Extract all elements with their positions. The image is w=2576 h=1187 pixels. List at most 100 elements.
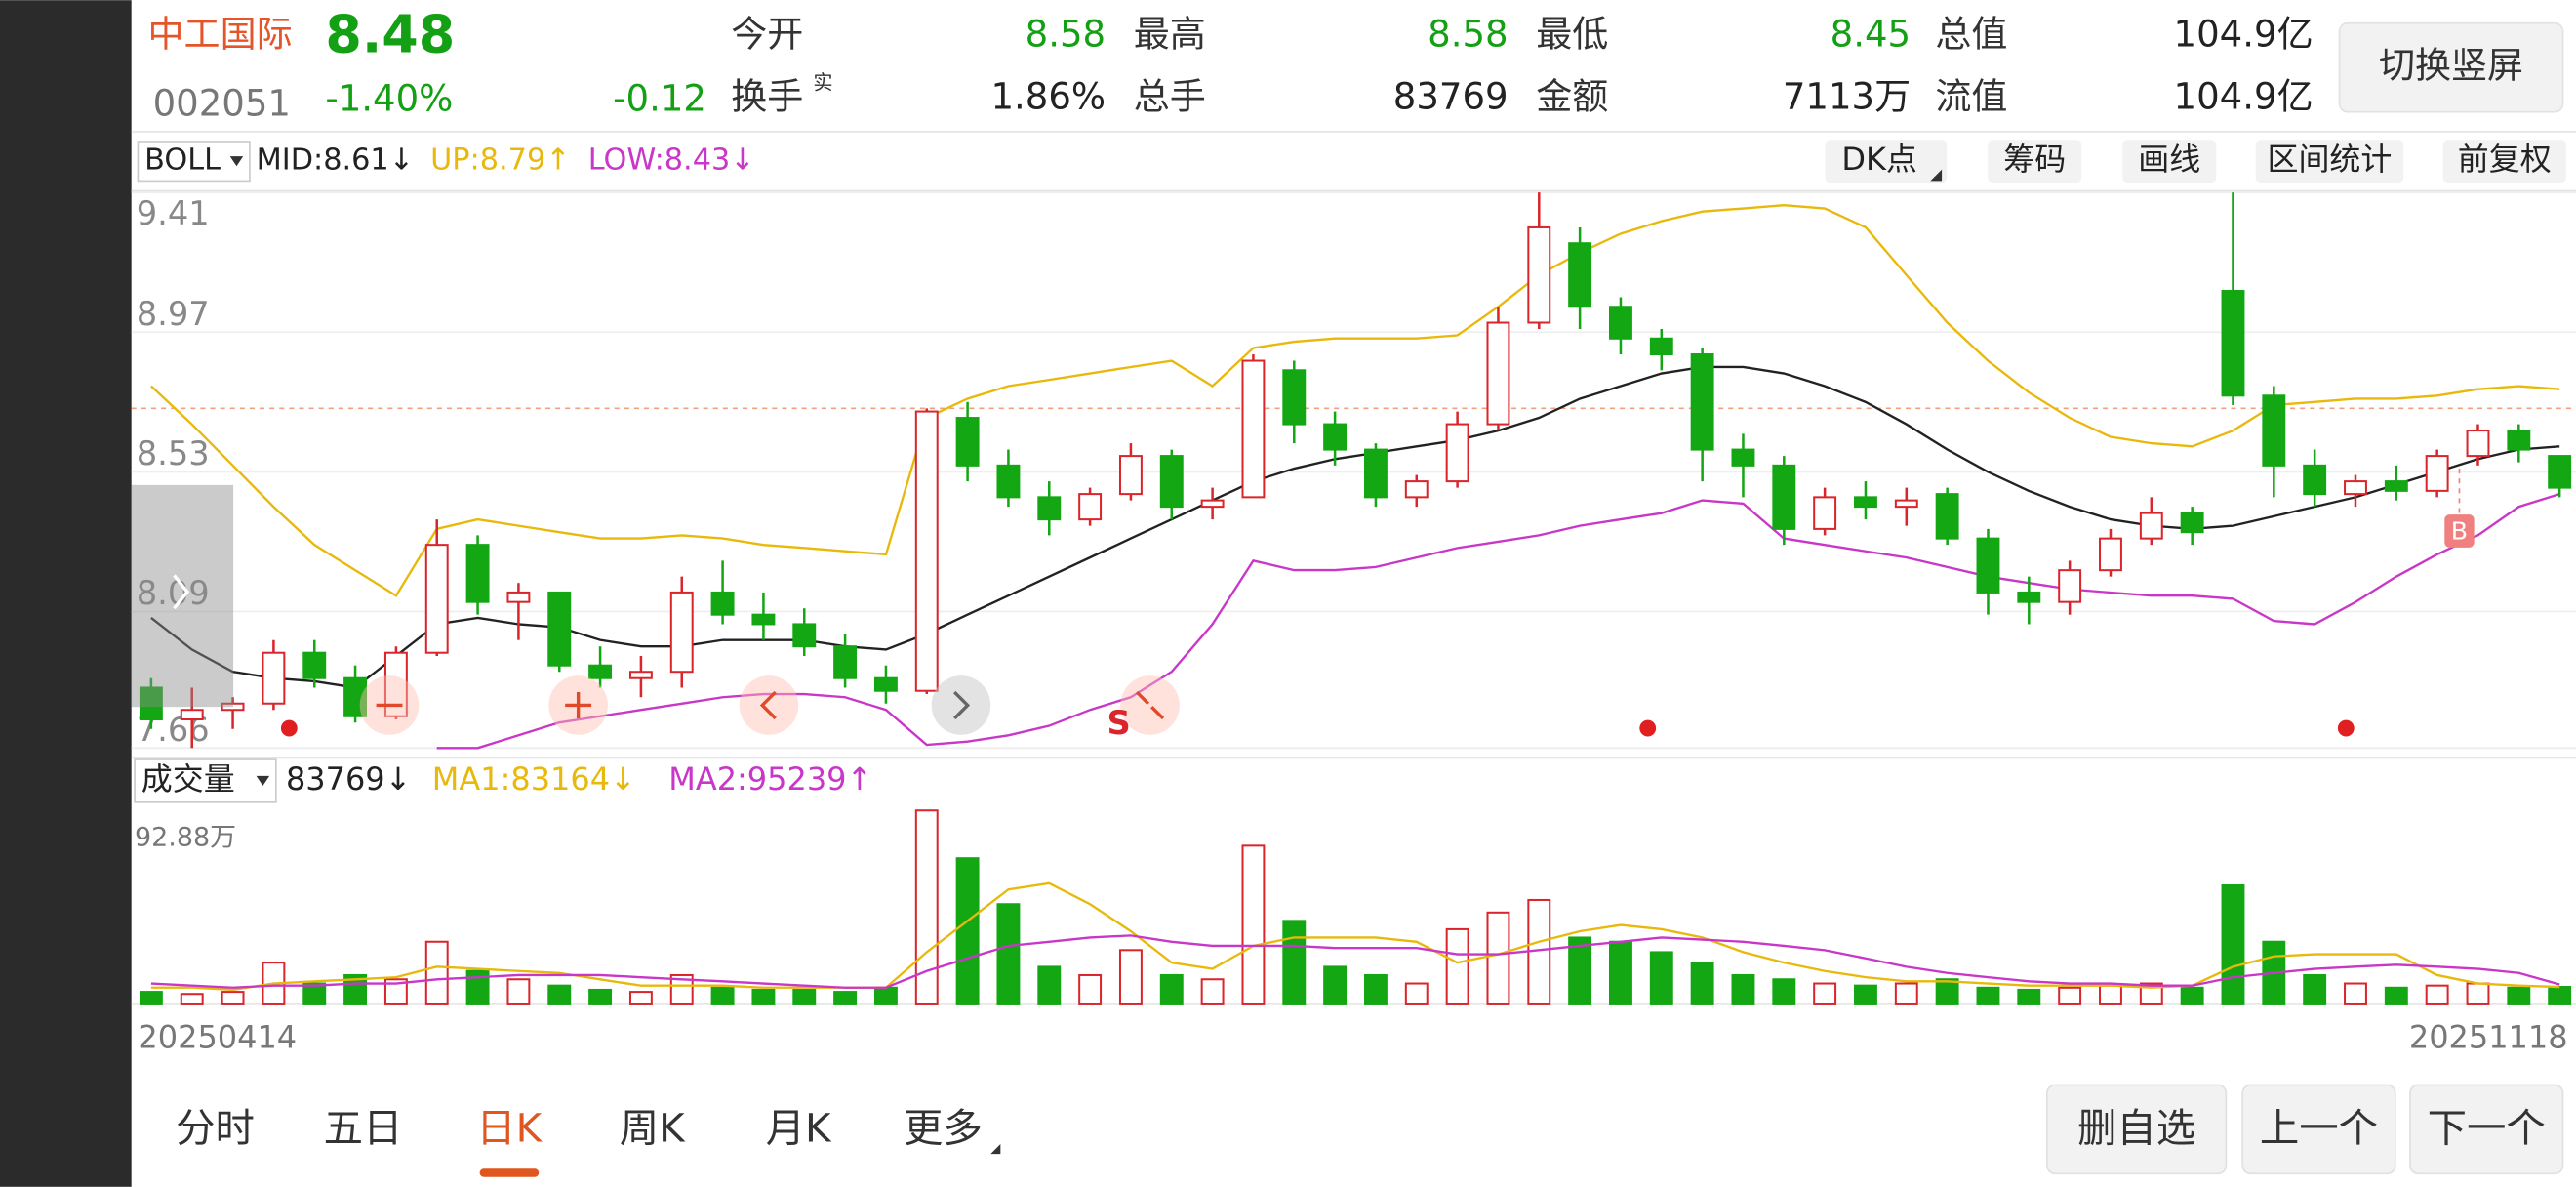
candle-body xyxy=(588,664,613,679)
shrink-button[interactable] xyxy=(1120,675,1180,735)
rotate-button[interactable] xyxy=(2338,21,2564,113)
volume-current: 83769↓ xyxy=(286,760,411,798)
volume-bar xyxy=(751,988,776,1005)
right-icon xyxy=(953,690,971,720)
handle-arrow xyxy=(173,574,190,610)
candle-body xyxy=(914,410,939,692)
stat-value: 104.9亿 xyxy=(2174,76,2314,118)
change-pct: -1.40% xyxy=(325,77,453,119)
volume-bar xyxy=(2139,982,2163,1005)
volume-bar xyxy=(1323,965,1348,1005)
volume-bar xyxy=(2344,982,2367,1005)
volume-bar xyxy=(710,986,735,1005)
candle-body xyxy=(1976,537,2000,594)
tool-button[interactable] xyxy=(1988,140,2082,184)
candle-body xyxy=(1568,242,1592,308)
event-dot[interactable] xyxy=(2337,719,2355,737)
volume-bar xyxy=(1445,927,1469,1005)
volume-bar xyxy=(1363,973,1388,1005)
shrink-icon xyxy=(1135,690,1165,720)
candle-body xyxy=(1118,455,1143,496)
candle-body xyxy=(221,702,245,712)
stat-label: 最高 xyxy=(1134,14,1206,56)
active-underline xyxy=(479,1168,540,1177)
period-tab[interactable]: 更多 xyxy=(904,1105,983,1152)
volume-bar xyxy=(383,978,408,1005)
action-button[interactable] xyxy=(2046,1084,2228,1175)
end-date: 20251118 xyxy=(2409,1018,2568,1055)
period-tab[interactable]: 分时 xyxy=(176,1105,255,1152)
boll-up: UP:8.79↑ xyxy=(430,143,571,178)
period-tab[interactable]: 日K xyxy=(476,1105,543,1152)
volume-bar xyxy=(2425,984,2449,1005)
period-tab[interactable]: 月K xyxy=(766,1105,832,1152)
stat-label: 总手 xyxy=(1134,76,1206,118)
volume-bar xyxy=(1200,978,1225,1005)
start-date: 20250414 xyxy=(138,1018,297,1055)
candle-body xyxy=(1037,496,1062,521)
candle-body xyxy=(833,645,858,679)
volume-bar xyxy=(1731,973,1755,1005)
stat-label: 总值 xyxy=(1935,14,2007,56)
volume-bar xyxy=(2221,883,2245,1005)
tool-button[interactable] xyxy=(2442,140,2566,184)
corner-icon xyxy=(1930,169,1943,182)
volume-bar xyxy=(1404,982,1429,1005)
scroll-left-button[interactable] xyxy=(739,675,799,735)
stat-label: 最低 xyxy=(1536,14,1608,56)
candle-body xyxy=(628,671,653,679)
period-tab[interactable]: 周K xyxy=(620,1105,686,1152)
volume-ma2-line xyxy=(150,934,2560,989)
action-button[interactable] xyxy=(2241,1084,2396,1175)
candle-body xyxy=(1935,493,1959,540)
indicator-select[interactable] xyxy=(137,141,251,183)
volume-bar xyxy=(1813,982,1837,1005)
buy-marker-box xyxy=(2444,514,2475,548)
event-dot[interactable] xyxy=(280,719,298,737)
change: -0.12 xyxy=(613,77,706,119)
stat-label: 流值 xyxy=(1935,76,2007,118)
candle-body xyxy=(2139,512,2163,540)
candle-body xyxy=(343,676,368,717)
volume-chart: 92.88万 xyxy=(135,809,2572,1005)
volume-bar xyxy=(2058,986,2082,1005)
action-button-label: 删自选 xyxy=(2077,1105,2195,1152)
volume-bar xyxy=(465,969,490,1005)
boll-mid: MID:8.61↓ xyxy=(257,143,414,178)
volume-bar xyxy=(1118,949,1143,1005)
volume-bar xyxy=(2303,973,2327,1005)
stat-label-sup: 实 xyxy=(813,71,832,95)
volume-select[interactable] xyxy=(134,758,277,803)
action-button[interactable] xyxy=(2409,1084,2564,1175)
tool-button-label: DK点 xyxy=(1841,141,1917,178)
tool-button[interactable] xyxy=(1825,140,1948,184)
volume-bar xyxy=(2548,985,2572,1005)
sell-marker: S xyxy=(1107,704,1130,742)
stat-value: 104.9亿 xyxy=(2174,14,2314,56)
scroll-right-button[interactable] xyxy=(931,675,991,735)
candle-body xyxy=(2058,569,2082,603)
candle-body xyxy=(1772,464,1796,530)
volume-bar xyxy=(873,986,898,1005)
volume-ma2: MA2:95239↑ xyxy=(668,760,872,798)
volume-bar xyxy=(302,982,327,1005)
candle-body xyxy=(1241,359,1266,499)
candle-body xyxy=(2344,480,2367,496)
price-chart: 9.418.978.538.097.66 xyxy=(131,191,2576,750)
volume-bar xyxy=(1037,965,1062,1005)
volume-bar xyxy=(2180,986,2204,1005)
candle-body xyxy=(2099,537,2122,572)
volume-bar xyxy=(1772,978,1796,1005)
tool-button[interactable] xyxy=(2255,140,2404,184)
candle-body xyxy=(2466,430,2490,458)
stock-price: 8.48 xyxy=(325,4,455,65)
tool-button[interactable] xyxy=(2122,140,2217,184)
dropdown-icon xyxy=(229,156,244,167)
rotate-button-label: 切换竖屏 xyxy=(2379,45,2523,87)
candle-body xyxy=(1323,423,1348,451)
candle-body xyxy=(547,591,572,667)
period-tab[interactable]: 五日 xyxy=(324,1105,403,1152)
candle-body xyxy=(506,591,531,603)
event-dot[interactable] xyxy=(1639,719,1657,737)
volume-bar xyxy=(2017,988,2041,1005)
